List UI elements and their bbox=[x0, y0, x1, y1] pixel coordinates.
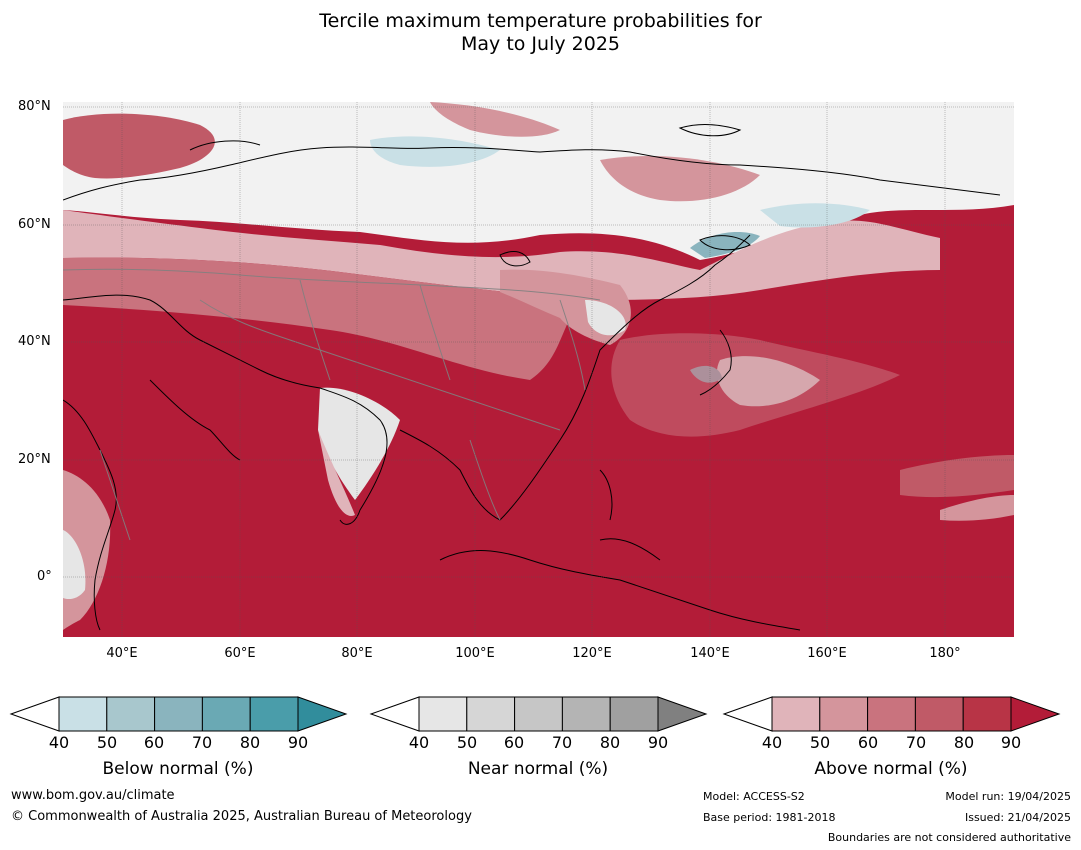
colorbar-segment bbox=[106, 696, 156, 732]
colorbar-segment bbox=[819, 696, 869, 732]
near-normal-colorbar bbox=[369, 696, 708, 732]
lon-label-140e: 140°E bbox=[690, 646, 730, 661]
lon-label-160e: 160°E bbox=[807, 646, 847, 661]
lat-label-0: 0° bbox=[37, 569, 52, 584]
near-tick: 70 bbox=[551, 733, 573, 752]
pacific-mid-region bbox=[611, 333, 900, 437]
copyright-text: © Commonwealth of Australia 2025, Austra… bbox=[11, 809, 472, 824]
colorbar-segment bbox=[201, 696, 251, 732]
below-normal-label: Below normal (%) bbox=[102, 759, 254, 779]
pacific-streak-2 bbox=[940, 495, 1014, 521]
colorbar-segment bbox=[418, 696, 468, 732]
map-title-line-1: Tercile maximum temperature probabilitie… bbox=[319, 10, 762, 32]
below-tick: 90 bbox=[287, 733, 309, 752]
below-normal-colorbar bbox=[9, 696, 348, 732]
kamchatka-below-region bbox=[760, 203, 870, 228]
near-tick: 60 bbox=[503, 733, 525, 752]
lon-label-80e: 80°E bbox=[341, 646, 373, 661]
near-tick: 90 bbox=[647, 733, 669, 752]
website-link[interactable]: www.bom.gov.au/climate bbox=[11, 788, 175, 803]
india-near-region bbox=[318, 387, 400, 500]
near-tick: 80 bbox=[599, 733, 621, 752]
above-tick: 40 bbox=[761, 733, 783, 752]
lat-label-40n: 40°N bbox=[18, 334, 51, 349]
near-normal-label: Near normal (%) bbox=[467, 759, 609, 779]
coastlines bbox=[63, 123, 1001, 631]
model-run-text: Model run: 19/04/2025 bbox=[945, 790, 1071, 803]
map-area bbox=[63, 102, 1014, 637]
north-siberia-below-region bbox=[370, 136, 500, 167]
above-tick: 80 bbox=[953, 733, 975, 752]
colorbar-segment bbox=[914, 696, 964, 732]
lon-label-60e: 60°E bbox=[224, 646, 256, 661]
below-tick: 50 bbox=[96, 733, 118, 752]
base-period-text: Base period: 1981-2018 bbox=[703, 811, 836, 824]
arctic-east-region bbox=[430, 102, 560, 137]
disclaimer-text: Boundaries are not considered authoritat… bbox=[827, 831, 1071, 844]
lat-label-60n: 60°N bbox=[18, 217, 51, 232]
near-tick: 50 bbox=[456, 733, 478, 752]
country-borders bbox=[63, 268, 601, 541]
colorbar-segment bbox=[58, 696, 108, 732]
east-siberia-mid-region bbox=[600, 155, 760, 202]
above-tick: 60 bbox=[857, 733, 879, 752]
okhotsk-below-region bbox=[690, 232, 760, 258]
below-tick: 70 bbox=[191, 733, 213, 752]
graticule bbox=[63, 102, 1014, 637]
above-normal-colorbar bbox=[722, 696, 1061, 732]
above-tick: 70 bbox=[905, 733, 927, 752]
lon-label-100e: 100°E bbox=[455, 646, 495, 661]
colorbar-segment bbox=[771, 696, 821, 732]
lat-label-80n: 80°N bbox=[18, 99, 51, 114]
colorbar-segment bbox=[514, 696, 563, 732]
colorbar-extend-low bbox=[9, 696, 60, 732]
above-normal-label: Above normal (%) bbox=[814, 759, 968, 779]
colorbar-segment bbox=[609, 696, 659, 732]
lon-label-120e: 120°E bbox=[572, 646, 612, 661]
map-title-line-2: May to July 2025 bbox=[461, 33, 620, 55]
north-china-near-region bbox=[585, 300, 626, 336]
colorbars bbox=[9, 696, 1061, 732]
lon-label-180: 180° bbox=[929, 646, 961, 661]
colorbar-segment bbox=[249, 696, 299, 732]
india-pale-region bbox=[318, 430, 355, 516]
lat-label-20n: 20°N bbox=[18, 452, 51, 467]
colorbar-extend-high bbox=[1010, 696, 1061, 732]
pacific-streak-1 bbox=[900, 455, 1014, 498]
colorbar-extend-high bbox=[297, 696, 348, 732]
colorbar-segment bbox=[962, 696, 1012, 732]
colorbar-segment bbox=[867, 696, 916, 732]
lon-label-40e: 40°E bbox=[106, 646, 138, 661]
issued-text: Issued: 21/04/2025 bbox=[964, 811, 1071, 824]
above-tick: 50 bbox=[809, 733, 831, 752]
below-tick: 80 bbox=[239, 733, 261, 752]
central-asia-mid-region bbox=[63, 257, 580, 380]
colorbar-segment bbox=[154, 696, 203, 732]
east-africa-near-region bbox=[63, 530, 86, 600]
near-tick: 40 bbox=[408, 733, 430, 752]
colorbar-extend-low bbox=[722, 696, 773, 732]
colorbar-extend-low bbox=[369, 696, 420, 732]
below-tick: 40 bbox=[48, 733, 70, 752]
colorbar-extend-high bbox=[657, 696, 708, 732]
above-tick: 90 bbox=[1000, 733, 1022, 752]
below-tick: 60 bbox=[143, 733, 165, 752]
scandinavia-region bbox=[63, 113, 215, 179]
colorbar-segment bbox=[561, 696, 611, 732]
colorbar-segment bbox=[466, 696, 516, 732]
model-text: Model: ACCESS-S2 bbox=[703, 790, 805, 803]
siberia-pale-region bbox=[63, 210, 940, 300]
